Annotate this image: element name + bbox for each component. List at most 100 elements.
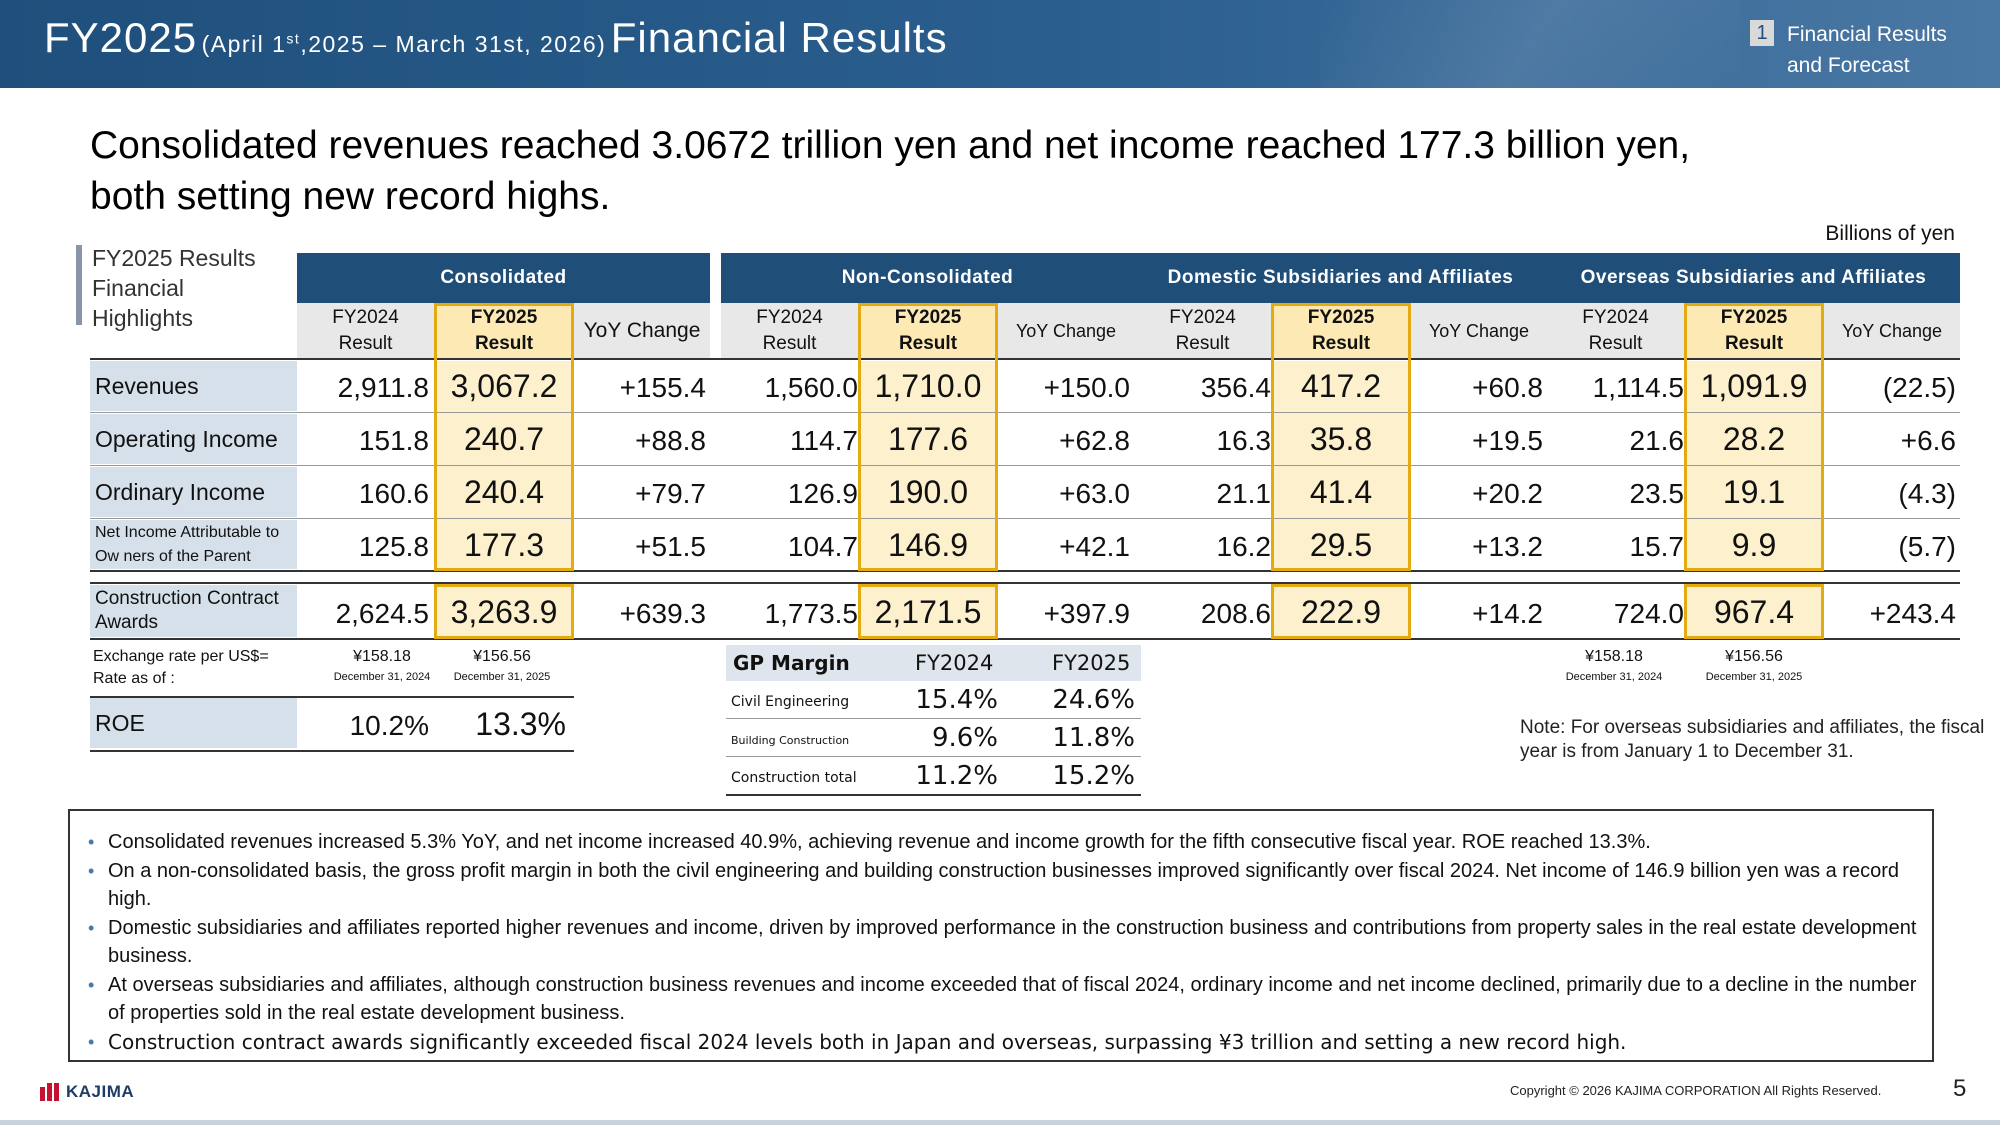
gp-value: 9.6%: [931, 723, 998, 753]
table-rule: [90, 582, 1960, 584]
table-cell: 16.3: [1216, 425, 1272, 456]
section-number-badge: 1: [1750, 20, 1774, 46]
table-cell: 1,091.9: [1700, 368, 1808, 404]
headline: Consolidated revenues reached 3.0672 tri…: [90, 124, 1691, 218]
table-cell: +19.5: [1472, 425, 1543, 456]
table-cell: 151.8: [358, 425, 429, 456]
fy2025-outline: [858, 584, 998, 639]
exchange-rate-fy2024: ¥158.18: [353, 648, 411, 665]
table-cell: +397.9: [1043, 598, 1130, 629]
table-cell: 208.6: [1200, 598, 1271, 629]
table-cell: 28.2: [1722, 421, 1786, 457]
table-cell: 190.0: [887, 474, 969, 510]
table-cell: +13.2: [1472, 531, 1543, 562]
overseas-exchange-rate-fy2025: ¥156.56: [1725, 648, 1783, 665]
bullet-item: • Domestic subsidiaries and affiliates re…: [88, 914, 1918, 970]
gp-rule: [726, 794, 1141, 796]
table-cell: 104.7: [787, 531, 858, 562]
table-cell: 177.3: [463, 527, 545, 563]
subhead-yoy: YoY Change: [574, 303, 710, 359]
group-header-domestic: Domestic Subsidiaries and Affiliates: [1134, 253, 1547, 303]
table-rule: [90, 358, 1960, 360]
fy2025-outline: [858, 303, 998, 571]
table-cell: (4.3): [1898, 478, 1956, 509]
table-cell: +42.1: [1059, 531, 1130, 562]
bullet-item: • At overseas subsidiaries and affiliates…: [88, 971, 1918, 1027]
table-cell: (22.5): [1882, 372, 1956, 403]
table-cell: +88.8: [635, 425, 706, 456]
group-header-overseas: Overseas Subsidiaries and Affiliates: [1547, 253, 1960, 303]
gp-margin-title: GP Margin: [733, 651, 850, 675]
table-cell: 2,624.5: [335, 598, 429, 629]
table-cell: 15.7: [1629, 531, 1685, 562]
roe-fy2025: 13.3%: [475, 706, 566, 742]
row-label-ordinary-income: Ordinary Income: [90, 467, 297, 517]
rate-as-of-label: Rate as of :: [93, 670, 175, 687]
table-cell: 1,710.0: [874, 368, 982, 404]
table-cell: 2,911.8: [337, 372, 429, 403]
kajima-logo: KAJIMA: [40, 1082, 134, 1102]
exchange-rate-fy2025: ¥156.56: [473, 648, 531, 665]
gp-rule: [726, 718, 1141, 719]
table-cell: 146.9: [887, 527, 969, 563]
table-cell: +63.0: [1059, 478, 1130, 509]
roe-rule: [90, 750, 574, 752]
table-cell: 1,114.5: [1592, 372, 1684, 403]
highlights-title: FY2025 Results Financial Highlights: [92, 245, 256, 331]
table-cell: 126.9: [787, 478, 858, 509]
title-rest: Financial Results: [610, 14, 948, 61]
table-cell: +79.7: [635, 478, 706, 509]
table-cell: 3,263.9: [450, 594, 558, 630]
table-rule: [90, 570, 1960, 572]
kajima-logo-icon: [40, 1083, 62, 1101]
fy2025-outline: [1684, 303, 1824, 571]
roe-label: ROE: [90, 698, 297, 748]
fy2025-highlight: [1684, 585, 1824, 637]
exchange-date-fy2025: December 31, 2025: [453, 671, 551, 683]
section-label: Financial Results and Forecast: [1787, 23, 1947, 77]
table-cell: 29.5: [1309, 527, 1373, 563]
bullet-item: • Construction contract awards significan…: [88, 1030, 1627, 1054]
fy2025-highlight: [434, 585, 574, 637]
fiscal-year-note: Note: For overseas subsidiaries and affi…: [1520, 717, 1985, 762]
bullet-item: • On a non-consolidated basis, the gross …: [88, 857, 1918, 913]
bullet-dot-icon: •: [88, 832, 95, 852]
table-cell: 1,773.5: [764, 598, 858, 629]
table-cell: +243.4: [1869, 598, 1956, 629]
subhead-fy2025: FY2025 Result: [434, 303, 574, 359]
table-cell: +639.3: [619, 598, 706, 629]
slide-title: FY2025 (April 1st,2025 – March 31st, 202…: [44, 14, 948, 62]
title-fy: FY2025: [44, 14, 198, 61]
table-cell: +20.2: [1472, 478, 1543, 509]
subhead-fy2024: FY2024 Result: [1134, 303, 1271, 359]
bullet-item: • Consolidated revenues increased 5.3% Yo…: [88, 828, 1918, 856]
gp-value: 15.4%: [915, 685, 998, 715]
fy2025-highlight: [1271, 585, 1411, 637]
table-cell: +62.8: [1059, 425, 1130, 456]
table-cell: 177.6: [887, 421, 969, 457]
roe-rule: [90, 696, 574, 698]
gp-value: 24.6%: [1052, 685, 1135, 715]
title-bar: FY2025 (April 1st,2025 – March 31st, 202…: [0, 0, 2000, 88]
row-label-contract-awards: Construction Contract Awards: [90, 585, 297, 637]
highlights-accent-bar: [76, 245, 82, 325]
roe-fy2024: 10.2%: [349, 710, 429, 741]
table-rule: [90, 465, 1960, 466]
table-cell: 23.5: [1629, 478, 1685, 509]
table-rule: [90, 412, 1960, 413]
overseas-exchange-date-fy2025: December 31, 2025: [1705, 671, 1803, 683]
bullet-dot-icon: •: [88, 975, 95, 995]
table-cell: 9.9: [1731, 527, 1777, 563]
fy2025-highlight: [858, 585, 998, 637]
gp-rule: [726, 756, 1141, 757]
exchange-date-fy2024: December 31, 2024: [333, 671, 431, 683]
fy2025-outline: [1271, 584, 1411, 639]
row-label-revenues: Revenues: [90, 361, 297, 411]
table-cell: 222.9: [1300, 594, 1382, 630]
fy2025-outline: [434, 303, 574, 571]
subhead-fy2025: FY2025 Result: [1271, 303, 1411, 359]
table-cell: 417.2: [1300, 368, 1382, 404]
table-cell: 356.4: [1200, 372, 1271, 403]
subhead-fy2024: FY2024 Result: [721, 303, 858, 359]
table-cell: 125.8: [358, 531, 429, 562]
